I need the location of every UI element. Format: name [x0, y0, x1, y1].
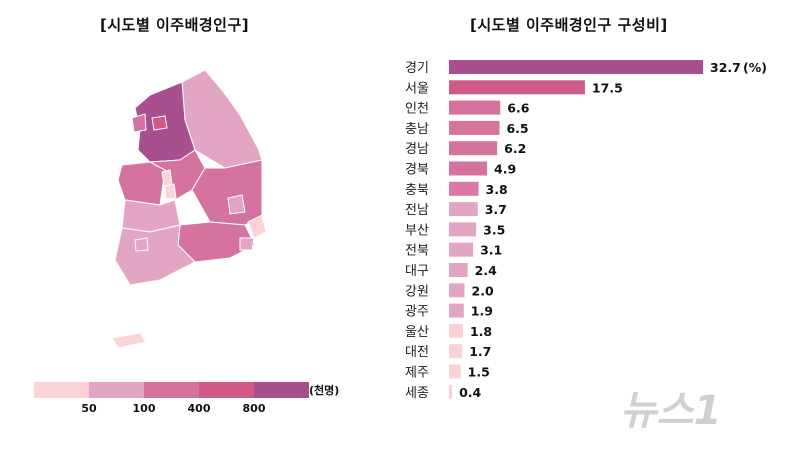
category-label: 울산: [405, 325, 429, 340]
value-label: 1.5: [468, 365, 490, 380]
value-label: 1.8: [470, 324, 492, 339]
value-label: 2.0: [472, 283, 494, 298]
korea-map: [111, 69, 267, 349]
value-label: 6.5: [506, 121, 528, 136]
bar: [449, 181, 479, 196]
category-label: 전북: [405, 244, 429, 259]
bar: [449, 60, 703, 74]
value-label: 1.7: [469, 344, 491, 359]
bar: [449, 141, 498, 156]
value-label: 3.7: [485, 202, 507, 217]
legend-swatch: [254, 382, 309, 398]
region-seoul: [151, 115, 168, 131]
value-label: 0.4: [459, 385, 481, 400]
category-label: 경북: [405, 163, 429, 178]
region-ulsan: [247, 214, 267, 239]
value-label: 6.2: [504, 141, 526, 156]
legend-threshold-label: 400: [188, 402, 211, 415]
legend-unit: (천명): [309, 383, 339, 397]
category-label: 서울: [405, 81, 429, 96]
map-legend: 50 100 400 800 (천명): [34, 382, 339, 415]
bar-chart: 경기 32.7 (%) 서울 17.5 인천 6.6 충남 6.5 경남 6.2 경북 4.9 충북 3.8…: [405, 60, 767, 401]
category-label: 대구: [405, 264, 429, 279]
bar: [449, 283, 465, 298]
category-label: 인천: [405, 102, 429, 117]
legend-threshold-label: 800: [243, 402, 266, 415]
value-label: 2.4: [475, 263, 497, 278]
category-label: 경기: [405, 61, 429, 76]
category-label: 경남: [405, 142, 429, 157]
legend-threshold-label: 50: [81, 402, 97, 415]
bar: [449, 384, 453, 399]
category-label: 세종: [405, 386, 429, 401]
region-incheon: [131, 113, 147, 133]
bar: [449, 80, 585, 95]
category-label: 강원: [405, 284, 429, 299]
bar: [449, 222, 477, 237]
region-jeju: [111, 332, 147, 349]
bar: [449, 323, 463, 338]
region-gwangju: [134, 237, 149, 252]
category-label: 충북: [405, 183, 429, 198]
bar: [449, 344, 463, 359]
legend-swatch: [144, 382, 199, 398]
value-label: 3.5: [483, 222, 505, 237]
value-label: 4.9: [494, 162, 516, 177]
category-label: 광주: [405, 305, 429, 320]
bar: [449, 303, 464, 318]
category-label: 전남: [405, 203, 429, 218]
bar: [449, 364, 461, 379]
legend-swatch: [34, 382, 89, 398]
bar: [449, 242, 474, 257]
chart-title: [시도별 이주배경인구 구성비]: [470, 16, 668, 34]
bar: [449, 161, 488, 176]
category-label: 충남: [405, 122, 429, 137]
category-label: 부산: [405, 223, 429, 238]
value-label: 1.9: [471, 304, 493, 319]
legend-threshold-label: 100: [133, 402, 156, 415]
region-sejong: [161, 169, 173, 187]
region-daejeon: [164, 183, 177, 200]
bar: [449, 100, 501, 115]
value-label: 17.5: [592, 80, 623, 95]
value-label: 3.8: [486, 182, 508, 197]
bar: [449, 263, 468, 277]
region-busan: [239, 237, 255, 251]
value-label: 32.7: [710, 60, 741, 75]
unit-label: (%): [743, 60, 767, 75]
region-chungnam: [117, 161, 166, 206]
category-label: 제주: [405, 366, 429, 381]
bar: [449, 120, 500, 135]
category-label: 대전: [405, 345, 429, 360]
legend-swatch: [199, 382, 254, 398]
map-title: [시도별 이주배경인구]: [100, 16, 250, 34]
value-label: 3.1: [480, 243, 502, 258]
region-daegu: [227, 194, 246, 215]
legend-swatch: [89, 382, 144, 398]
value-label: 6.6: [507, 101, 529, 116]
watermark-logo: 뉴스1: [620, 388, 722, 434]
bar: [449, 202, 478, 217]
